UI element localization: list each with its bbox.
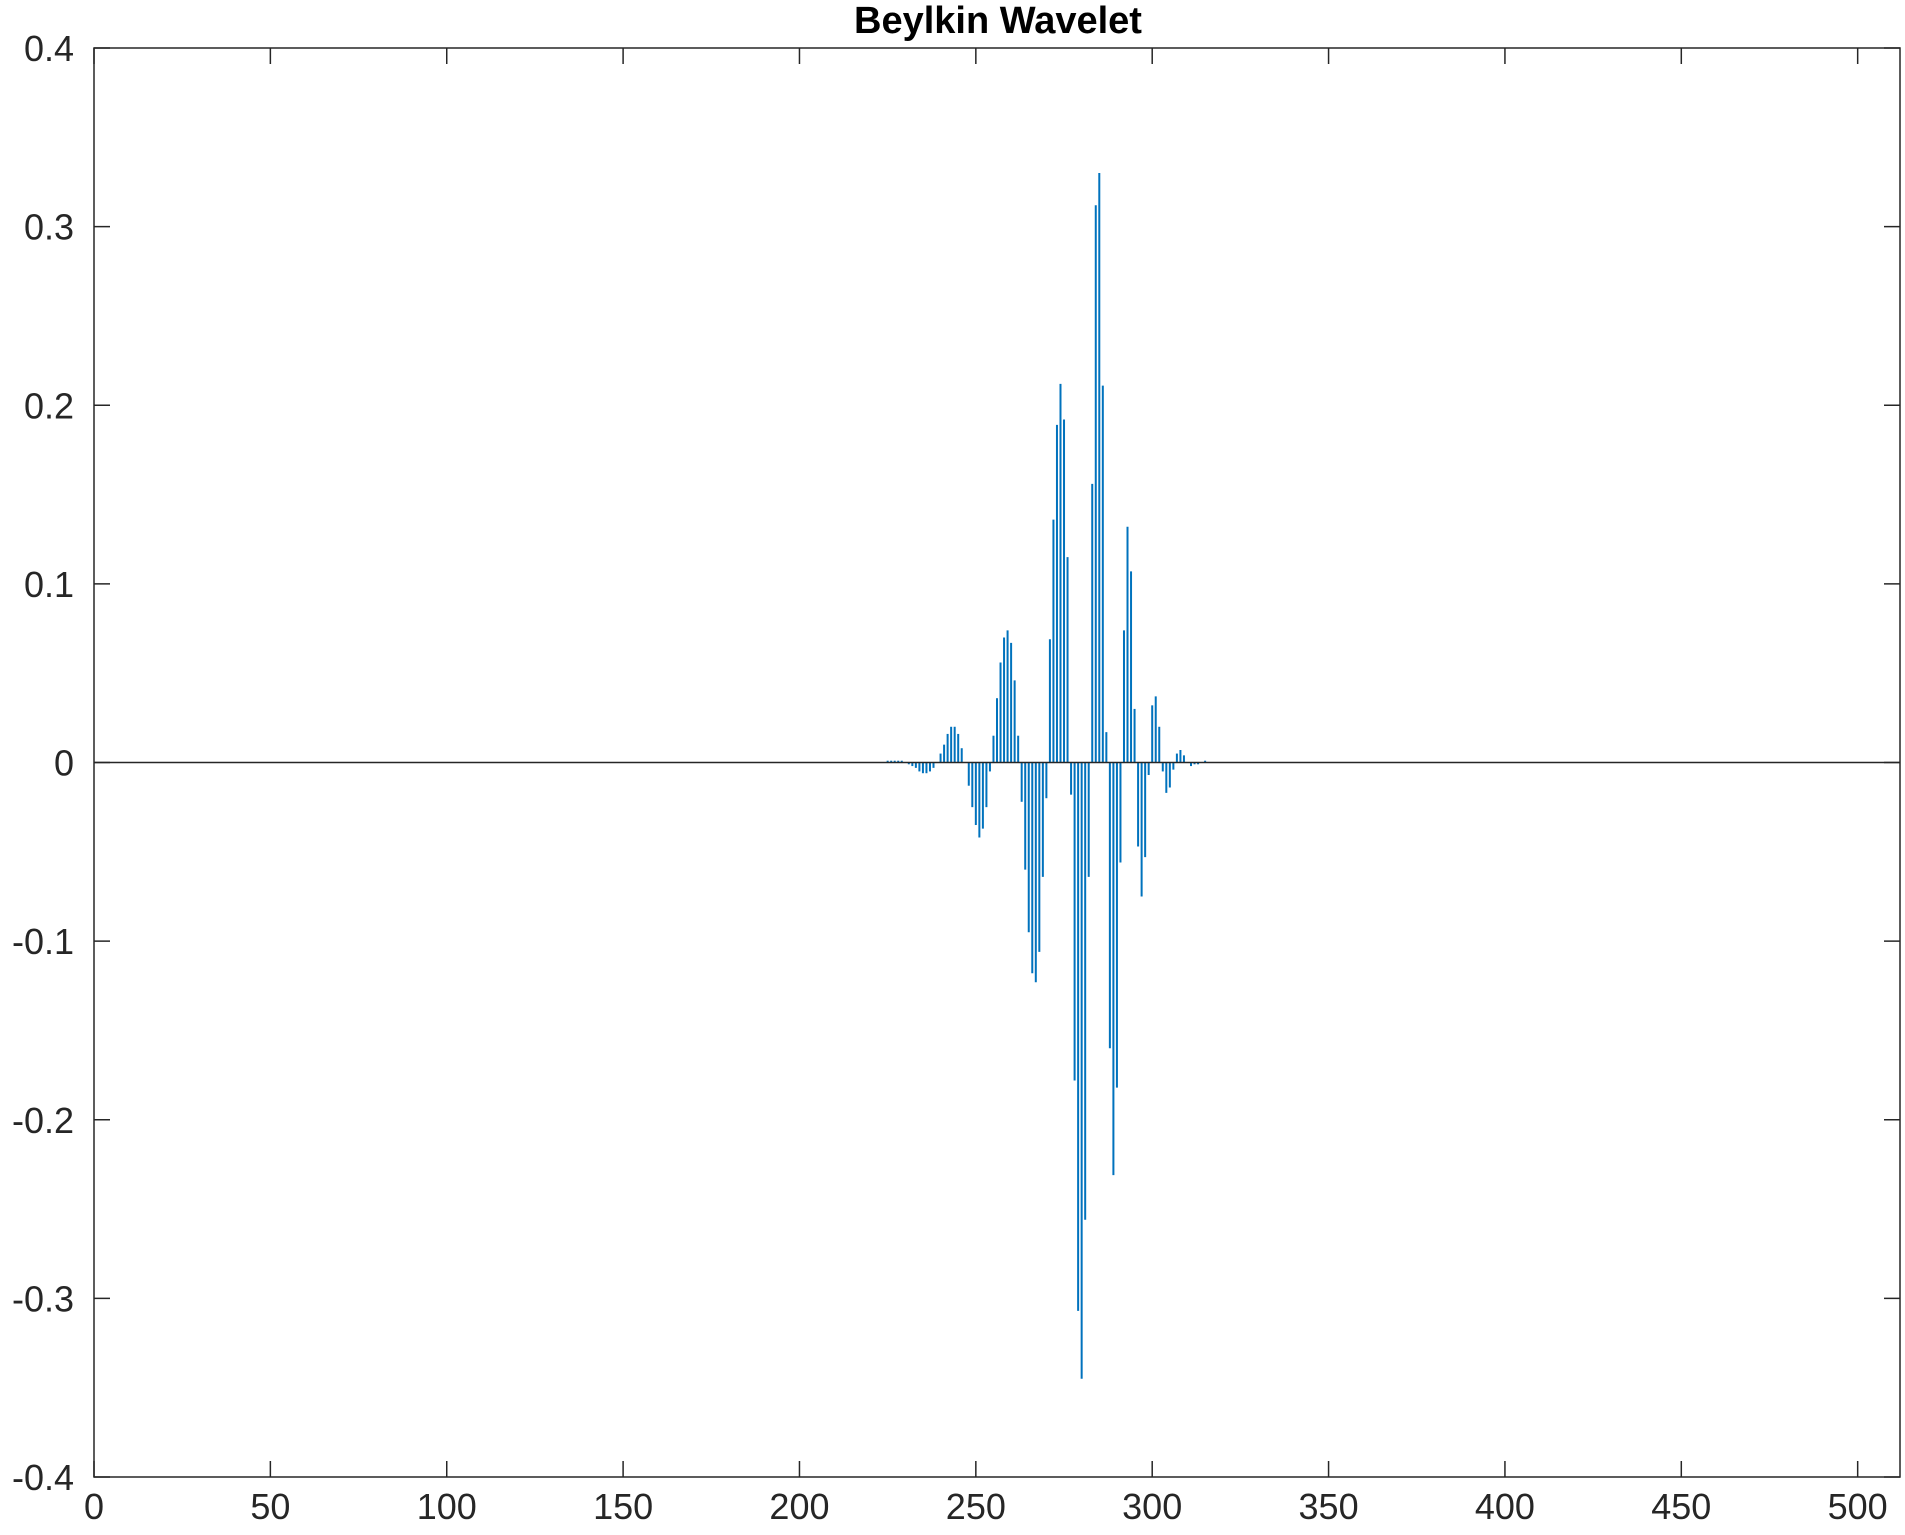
x-tick-label: 250: [946, 1486, 1006, 1527]
x-tick-label: 500: [1828, 1486, 1888, 1527]
x-tick-label: 50: [250, 1486, 290, 1527]
y-tick-label: -0.2: [12, 1100, 74, 1141]
ticks-group: 0 50 100 150 200 250 300 350 400 450 500 -0.4 -0.3 -0…: [12, 28, 1900, 1527]
x-tick-label: 0: [84, 1486, 104, 1527]
x-tick-label: 150: [593, 1486, 653, 1527]
y-tick-label: 0.1: [24, 564, 74, 605]
chart-title: Beylkin Wavelet: [854, 0, 1142, 42]
y-tick-label: 0.4: [24, 28, 74, 69]
axis-frame: [93, 47, 1901, 1478]
x-tick-label: 100: [417, 1486, 477, 1527]
stems-group: [886, 173, 1207, 1379]
x-tick-label: 350: [1299, 1486, 1359, 1527]
y-tick-label: -0.1: [12, 921, 74, 962]
x-tick-label: 400: [1475, 1486, 1535, 1527]
y-tick-label: 0: [54, 743, 74, 784]
y-tick-label: -0.3: [12, 1278, 74, 1319]
y-tick-label: -0.4: [12, 1457, 74, 1498]
x-tick-label: 200: [769, 1486, 829, 1527]
y-tick-label: 0.3: [24, 207, 74, 248]
x-tick-label: 300: [1122, 1486, 1182, 1527]
y-tick-label: 0.2: [24, 385, 74, 426]
x-tick-label: 450: [1651, 1486, 1711, 1527]
